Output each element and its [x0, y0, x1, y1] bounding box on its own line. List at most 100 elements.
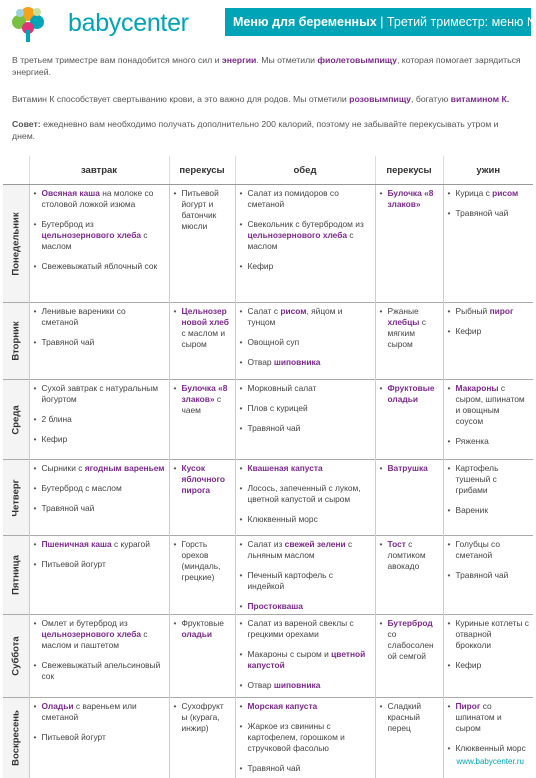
- meal-cell: Курица с рисом Травяной чай: [442, 184, 533, 303]
- highlighted-food: рисом: [492, 188, 519, 198]
- meal-item: Травяной чай: [448, 570, 530, 581]
- meal-item: Травяной чай: [448, 208, 530, 219]
- meal-item: Кефир: [448, 326, 530, 337]
- meal-item: Булочка «8 злаков» с чаем: [174, 383, 231, 416]
- page-header: babycenter Меню для беременных | Третий …: [0, 0, 536, 48]
- text-fragment: , которая помогает зарядиться энергией.: [12, 55, 521, 77]
- meal-item: Простокваша: [240, 601, 371, 612]
- highlighted-food: Овсяная каша: [41, 188, 100, 198]
- meal-item: Салат с рисом, яйцом и тунцом: [240, 306, 371, 328]
- column-header: перекусы: [168, 156, 235, 185]
- table-row: Понедельник Овсяная каша на молоке со сто…: [3, 184, 533, 303]
- meal-item: Ленивые вареники со сметаной: [34, 306, 165, 328]
- meal-item: Свежевыжатый апельсиновый сок: [34, 660, 165, 682]
- highlighted-food: цветной капустой: [247, 649, 366, 670]
- meal-item: Ватрушка: [380, 463, 439, 474]
- text-fragment: Картофель тушеный с грибами: [455, 463, 499, 495]
- meal-item: Сухофрукт ы (курага, инжир): [174, 701, 231, 734]
- meal-cell: Ленивые вареники со сметаной Травяной чай: [28, 302, 169, 380]
- highlighted-food: Пшеничная каша: [41, 539, 112, 549]
- meal-item: Питьевой йогурт: [34, 559, 165, 570]
- text-fragment: Травяной чай: [247, 423, 301, 433]
- text-fragment: Сухофрукт ы (курага, инжир): [181, 701, 224, 733]
- text-fragment: на молоке со столовой ложкой изюма: [41, 188, 154, 209]
- highlighted-food: Тост: [387, 539, 406, 549]
- text-fragment: Ржаные: [387, 306, 419, 316]
- text-fragment: Травяной чай: [247, 763, 301, 773]
- highlighted-food: Квашеная капуста: [247, 463, 323, 473]
- meal-item: Пшеничная каша с курагой: [34, 539, 165, 550]
- meal-item: Горсть орехов (миндаль, грецкие): [174, 539, 231, 583]
- text-fragment: Травяной чай: [41, 337, 95, 347]
- text-fragment: Сухой завтрак с натуральным йогуртом: [41, 383, 159, 404]
- text-fragment: с курагой: [111, 539, 150, 549]
- footer-link[interactable]: www.babycenter.ru: [456, 757, 524, 766]
- highlighted-food: витамином К.: [450, 94, 510, 104]
- meal-cell: Салат с рисом, яйцом и тунцом Овощной суп…: [234, 302, 375, 380]
- highlighted-food: Морская капуста: [247, 701, 318, 711]
- meal-item: Сырники с ягодным вареньем: [34, 463, 165, 474]
- meal-cell: Квашеная капуста Лосось, запеченный с лук…: [234, 459, 375, 536]
- column-header: обед: [234, 156, 375, 185]
- meal-cell: Питьевой йогурт и батончик мюсли: [168, 184, 235, 303]
- meal-item: Фруктовые оладьи: [174, 618, 231, 640]
- highlighted-food: фиолетовымпищу: [317, 55, 397, 65]
- text-fragment: Фруктовые: [181, 618, 224, 628]
- highlighted-food: цельнозернового хлеба: [41, 230, 142, 240]
- meal-cell: Сладкий красный перец: [374, 697, 443, 778]
- day-cell: Среда: [3, 379, 29, 460]
- meal-list: Макароны с сыром, шпинатом и овощным соу…: [448, 383, 530, 447]
- meal-list: Сырники с ягодным вареньем Бутерброд с ма…: [34, 463, 165, 514]
- text-fragment: Кефир: [41, 434, 68, 444]
- table-row: Воскресень Оладьи с вареньем или сметаной…: [3, 697, 533, 778]
- highlighted-food: цельнозернового хлеба: [247, 230, 348, 240]
- text-fragment: Свежевыжатый апельсиновый сок: [41, 660, 161, 681]
- highlighted-food: цельнозернового хлеба: [41, 629, 142, 639]
- meal-list: Оладьи с вареньем или сметаной Питьевой й…: [34, 701, 165, 743]
- column-header: перекусы: [374, 156, 443, 185]
- meal-cell: Омлет и бутерброд из цельнозернового хле…: [28, 614, 169, 698]
- text-fragment: Омлет и бутерброд из: [41, 618, 128, 628]
- highlighted-food: Пирог: [455, 701, 481, 711]
- highlighted-food: Оладьи: [41, 701, 74, 711]
- meal-item: Питьевой йогурт и батончик мюсли: [174, 188, 231, 232]
- highlighted-food: Кусок яблочного пирога: [181, 463, 226, 495]
- text-fragment: В третьем триместре вам понадобится мног…: [12, 55, 222, 65]
- meal-item: 2 блина: [34, 414, 165, 425]
- meal-cell: Цельнозер новой хлеб с маслом и сыром: [168, 302, 235, 380]
- meal-item: Бутерброд из цельнозернового хлеба с мас…: [34, 219, 165, 252]
- meal-cell: Сырники с ягодным вареньем Бутерброд с ма…: [28, 459, 169, 536]
- day-cell: Вторник: [3, 302, 29, 380]
- meal-list: Сладкий красный перец: [380, 701, 439, 734]
- highlighted-food: Булочка «8 злаков»: [181, 383, 228, 404]
- text-fragment: Сырники с: [41, 463, 85, 473]
- text-fragment: Травяной чай: [455, 570, 509, 580]
- meal-cell: Сухой завтрак с натуральным йогуртом 2 бл…: [28, 379, 169, 460]
- meal-cell: Салат из свежей зелени с льняным маслом П…: [234, 535, 375, 615]
- text-fragment: с чаем: [181, 394, 222, 415]
- intro-energy: В третьем триместре вам понадобится мног…: [12, 54, 522, 78]
- text-fragment: Жаркое из свинины с картофелем, горошком…: [247, 721, 345, 753]
- meal-item: Макароны с сыром, шпинатом и овощным соу…: [448, 383, 530, 427]
- day-label: Вторник: [10, 321, 22, 361]
- text-fragment: Питьевой йогурт: [41, 732, 106, 742]
- meal-list: Курица с рисом Травяной чай: [448, 188, 530, 219]
- meal-cell: Морковный салат Плов с курицей Травяной ча…: [234, 379, 375, 460]
- day-label: Четверг: [10, 478, 22, 517]
- text-fragment: Клюквенный морс: [247, 514, 318, 524]
- day-label: Воскресень: [10, 709, 22, 766]
- page-subtitle: | Третий триместр: меню № 1: [376, 15, 536, 29]
- text-fragment: с мягким сыром: [387, 317, 426, 349]
- meal-list: Бутерброд со слабосолен ой семгой: [380, 618, 439, 662]
- meal-item: Картофель тушеный с грибами: [448, 463, 530, 496]
- babycenter-logo[interactable]: babycenter: [6, 4, 206, 44]
- meal-list: Морковный салат Плов с курицей Травяной ча…: [240, 383, 371, 434]
- meal-cell: Салат из вареной свеклы с грецкими ореха…: [234, 614, 375, 698]
- meal-item: Травяной чай: [240, 423, 371, 434]
- meal-item: Голубцы со сметаной: [448, 539, 530, 561]
- meal-list: Горсть орехов (миндаль, грецкие): [174, 539, 231, 583]
- meal-list: Овсяная каша на молоке со столовой ложко…: [34, 188, 165, 272]
- meal-item: Печеный картофель с индейкой: [240, 570, 371, 592]
- text-fragment: Сладкий красный перец: [387, 701, 422, 733]
- day-cell: Понедельник: [3, 184, 29, 303]
